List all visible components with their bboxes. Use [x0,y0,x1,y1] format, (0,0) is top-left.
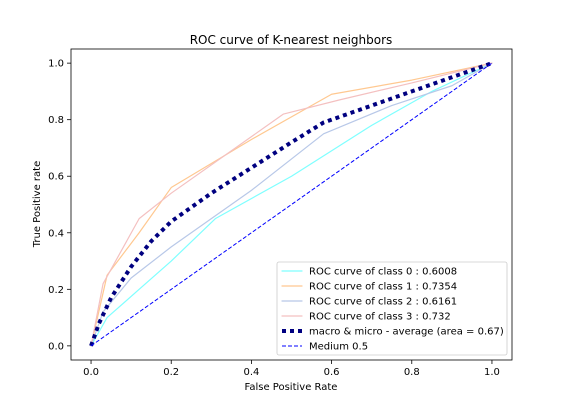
legend-label-0: ROC curve of class 0 : 0.6008 [309,267,457,278]
y-tick-label: 0.0 [48,341,64,352]
legend-label-5: Medium 0.5 [309,342,368,353]
legend-label-4: macro & micro - average (area = 0.67) [309,327,504,338]
plot-frame [70,48,513,361]
y-axis-label: True Positive rate [32,161,43,248]
x-tick-label: 0.4 [243,367,259,378]
legend-label-1: ROC curve of class 1 : 0.7354 [309,282,457,293]
y-axis-ticks: 0.0 0.2 0.4 0.6 0.8 1.0 [48,59,71,352]
y-tick-label: 0.2 [48,285,64,296]
x-tick-label: 0.0 [83,367,99,378]
x-tick-label: 0.2 [163,367,179,378]
x-axis-label: False Positive Rate [245,382,338,393]
x-tick-label: 0.6 [324,367,340,378]
x-tick-label: 1.0 [484,367,500,378]
series-line-5 [90,62,493,347]
x-tick-label: 0.8 [404,367,420,378]
series-layer [89,61,493,347]
series-line-1 [90,62,493,347]
series-line-4 [89,61,493,347]
legend-label-2: ROC curve of class 2 : 0.6161 [309,297,457,308]
legend-label-3: ROC curve of class 3 : 0.732 [309,312,451,323]
legend-box [276,261,508,356]
y-tick-label: 0.8 [48,115,64,126]
chart-title: ROC curve of K-nearest neighbors [190,33,393,47]
legend-items: ROC curve of class 0 : 0.6008 ROC curve o… [281,267,504,353]
series-line-0 [90,62,493,347]
legend: ROC curve of class 0 : 0.6008 ROC curve o… [276,261,508,356]
x-axis-ticks: 0.0 0.2 0.4 0.6 0.8 1.0 [83,360,500,378]
series-line-3 [90,62,493,347]
y-tick-label: 0.4 [48,228,64,239]
y-tick-label: 1.0 [48,59,64,70]
y-tick-label: 0.6 [48,172,64,183]
series-line-2 [90,62,493,347]
